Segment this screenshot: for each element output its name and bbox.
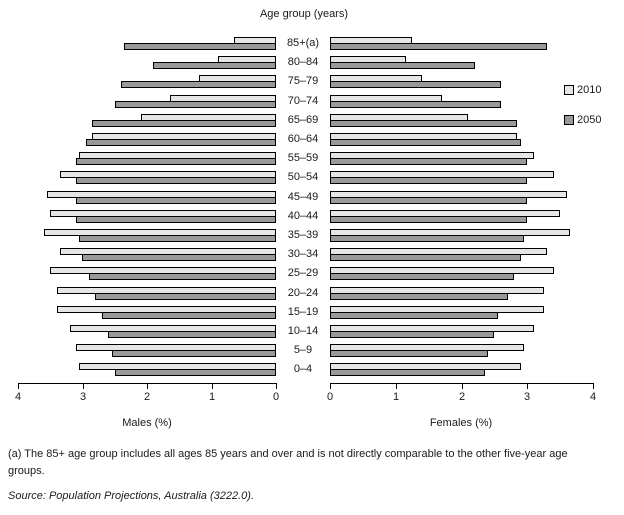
females-axis-tick-label: 4	[589, 391, 597, 403]
bar-male-2050	[76, 177, 276, 184]
legend-item-2050: 2050	[564, 114, 601, 126]
bar-female-2050	[330, 43, 547, 50]
bar-male-2050	[86, 139, 276, 146]
legend-label-2010: 2010	[577, 84, 602, 96]
females-axis-tick-mark	[593, 383, 594, 389]
bar-female-2050	[330, 62, 475, 69]
bar-female-2050	[330, 177, 527, 184]
age-group-label: 50–54	[287, 171, 319, 183]
age-group-label: 15–19	[287, 306, 319, 318]
bar-male-2050	[115, 369, 276, 376]
age-group-label: 65–69	[287, 114, 319, 126]
age-group-label: 35–39	[287, 229, 319, 241]
bar-male-2050	[115, 101, 276, 108]
age-group-label: 30–34	[287, 248, 319, 260]
legend-swatch-2050	[564, 115, 574, 125]
chart-title: Age group (years)	[259, 8, 349, 20]
females-axis-tick-mark	[396, 383, 397, 389]
males-axis-tick-mark	[83, 383, 84, 389]
bar-female-2050	[330, 331, 494, 338]
bar-male-2050	[76, 197, 276, 204]
bar-male-2050	[108, 331, 276, 338]
bar-male-2050	[124, 43, 276, 50]
bar-female-2050	[330, 197, 527, 204]
bar-female-2050	[330, 369, 485, 376]
age-group-label: 60–64	[287, 133, 319, 145]
bar-female-2050	[330, 312, 498, 319]
males-axis-tick-label: 2	[143, 391, 151, 403]
females-axis-tick-label: 2	[458, 391, 466, 403]
females-axis-title: Females (%)	[429, 417, 493, 429]
legend-label-2050: 2050	[577, 114, 602, 126]
bar-male-2050	[82, 254, 276, 261]
bar-female-2050	[330, 120, 517, 127]
males-axis-tick-mark	[147, 383, 148, 389]
bar-female-2050	[330, 216, 527, 223]
bar-male-2050	[79, 235, 276, 242]
age-group-label: 80–84	[287, 56, 319, 68]
footnote-a: (a) The 85+ age group includes all ages …	[8, 448, 568, 477]
age-group-label: 40–44	[287, 210, 319, 222]
males-axis-title: Males (%)	[122, 417, 172, 429]
bar-male-2050	[76, 158, 276, 165]
females-axis-tick-mark	[330, 383, 331, 389]
age-group-label: 75–79	[287, 75, 319, 87]
age-group-label: 10–14	[287, 325, 319, 337]
bar-male-2050	[95, 293, 276, 300]
males-axis-tick-label: 3	[79, 391, 87, 403]
age-group-label: 25–29	[287, 267, 319, 279]
age-group-label: 20–24	[287, 287, 319, 299]
males-axis-tick-mark	[18, 383, 19, 389]
females-axis-tick-mark	[527, 383, 528, 389]
females-axis-tick-label: 3	[523, 391, 531, 403]
age-group-label: 70–74	[287, 95, 319, 107]
bar-male-2050	[112, 350, 276, 357]
males-axis-tick-label: 4	[14, 391, 22, 403]
bar-female-2050	[330, 350, 488, 357]
bar-male-2050	[102, 312, 276, 319]
bar-male-2050	[89, 273, 276, 280]
males-axis-tick-label: 1	[208, 391, 216, 403]
bar-male-2050	[121, 81, 276, 88]
females-axis-tick-mark	[462, 383, 463, 389]
bar-female-2050	[330, 81, 501, 88]
bar-female-2050	[330, 158, 527, 165]
bar-male-2050	[92, 120, 276, 127]
source-line: Source: Population Projections, Australi…	[8, 490, 255, 502]
females-axis-line	[330, 383, 593, 384]
bar-female-2050	[330, 273, 514, 280]
bar-female-2050	[330, 101, 501, 108]
age-group-label: 85+(a)	[286, 37, 320, 49]
age-group-label: 0–4	[293, 363, 313, 375]
bar-female-2050	[330, 254, 521, 261]
females-axis-tick-label: 0	[326, 391, 334, 403]
legend-swatch-2010	[564, 85, 574, 95]
bar-female-2050	[330, 139, 521, 146]
age-group-label: 45–49	[287, 191, 319, 203]
bar-female-2050	[330, 293, 508, 300]
legend-item-2010: 2010	[564, 84, 601, 96]
bar-female-2050	[330, 235, 524, 242]
age-group-label: 55–59	[287, 152, 319, 164]
bar-male-2050	[153, 62, 276, 69]
males-axis-tick-mark	[212, 383, 213, 389]
males-axis-tick-mark	[276, 383, 277, 389]
age-group-label: 5–9	[293, 344, 313, 356]
females-axis-tick-label: 1	[392, 391, 400, 403]
males-axis-tick-label: 0	[272, 391, 280, 403]
bar-male-2050	[76, 216, 276, 223]
